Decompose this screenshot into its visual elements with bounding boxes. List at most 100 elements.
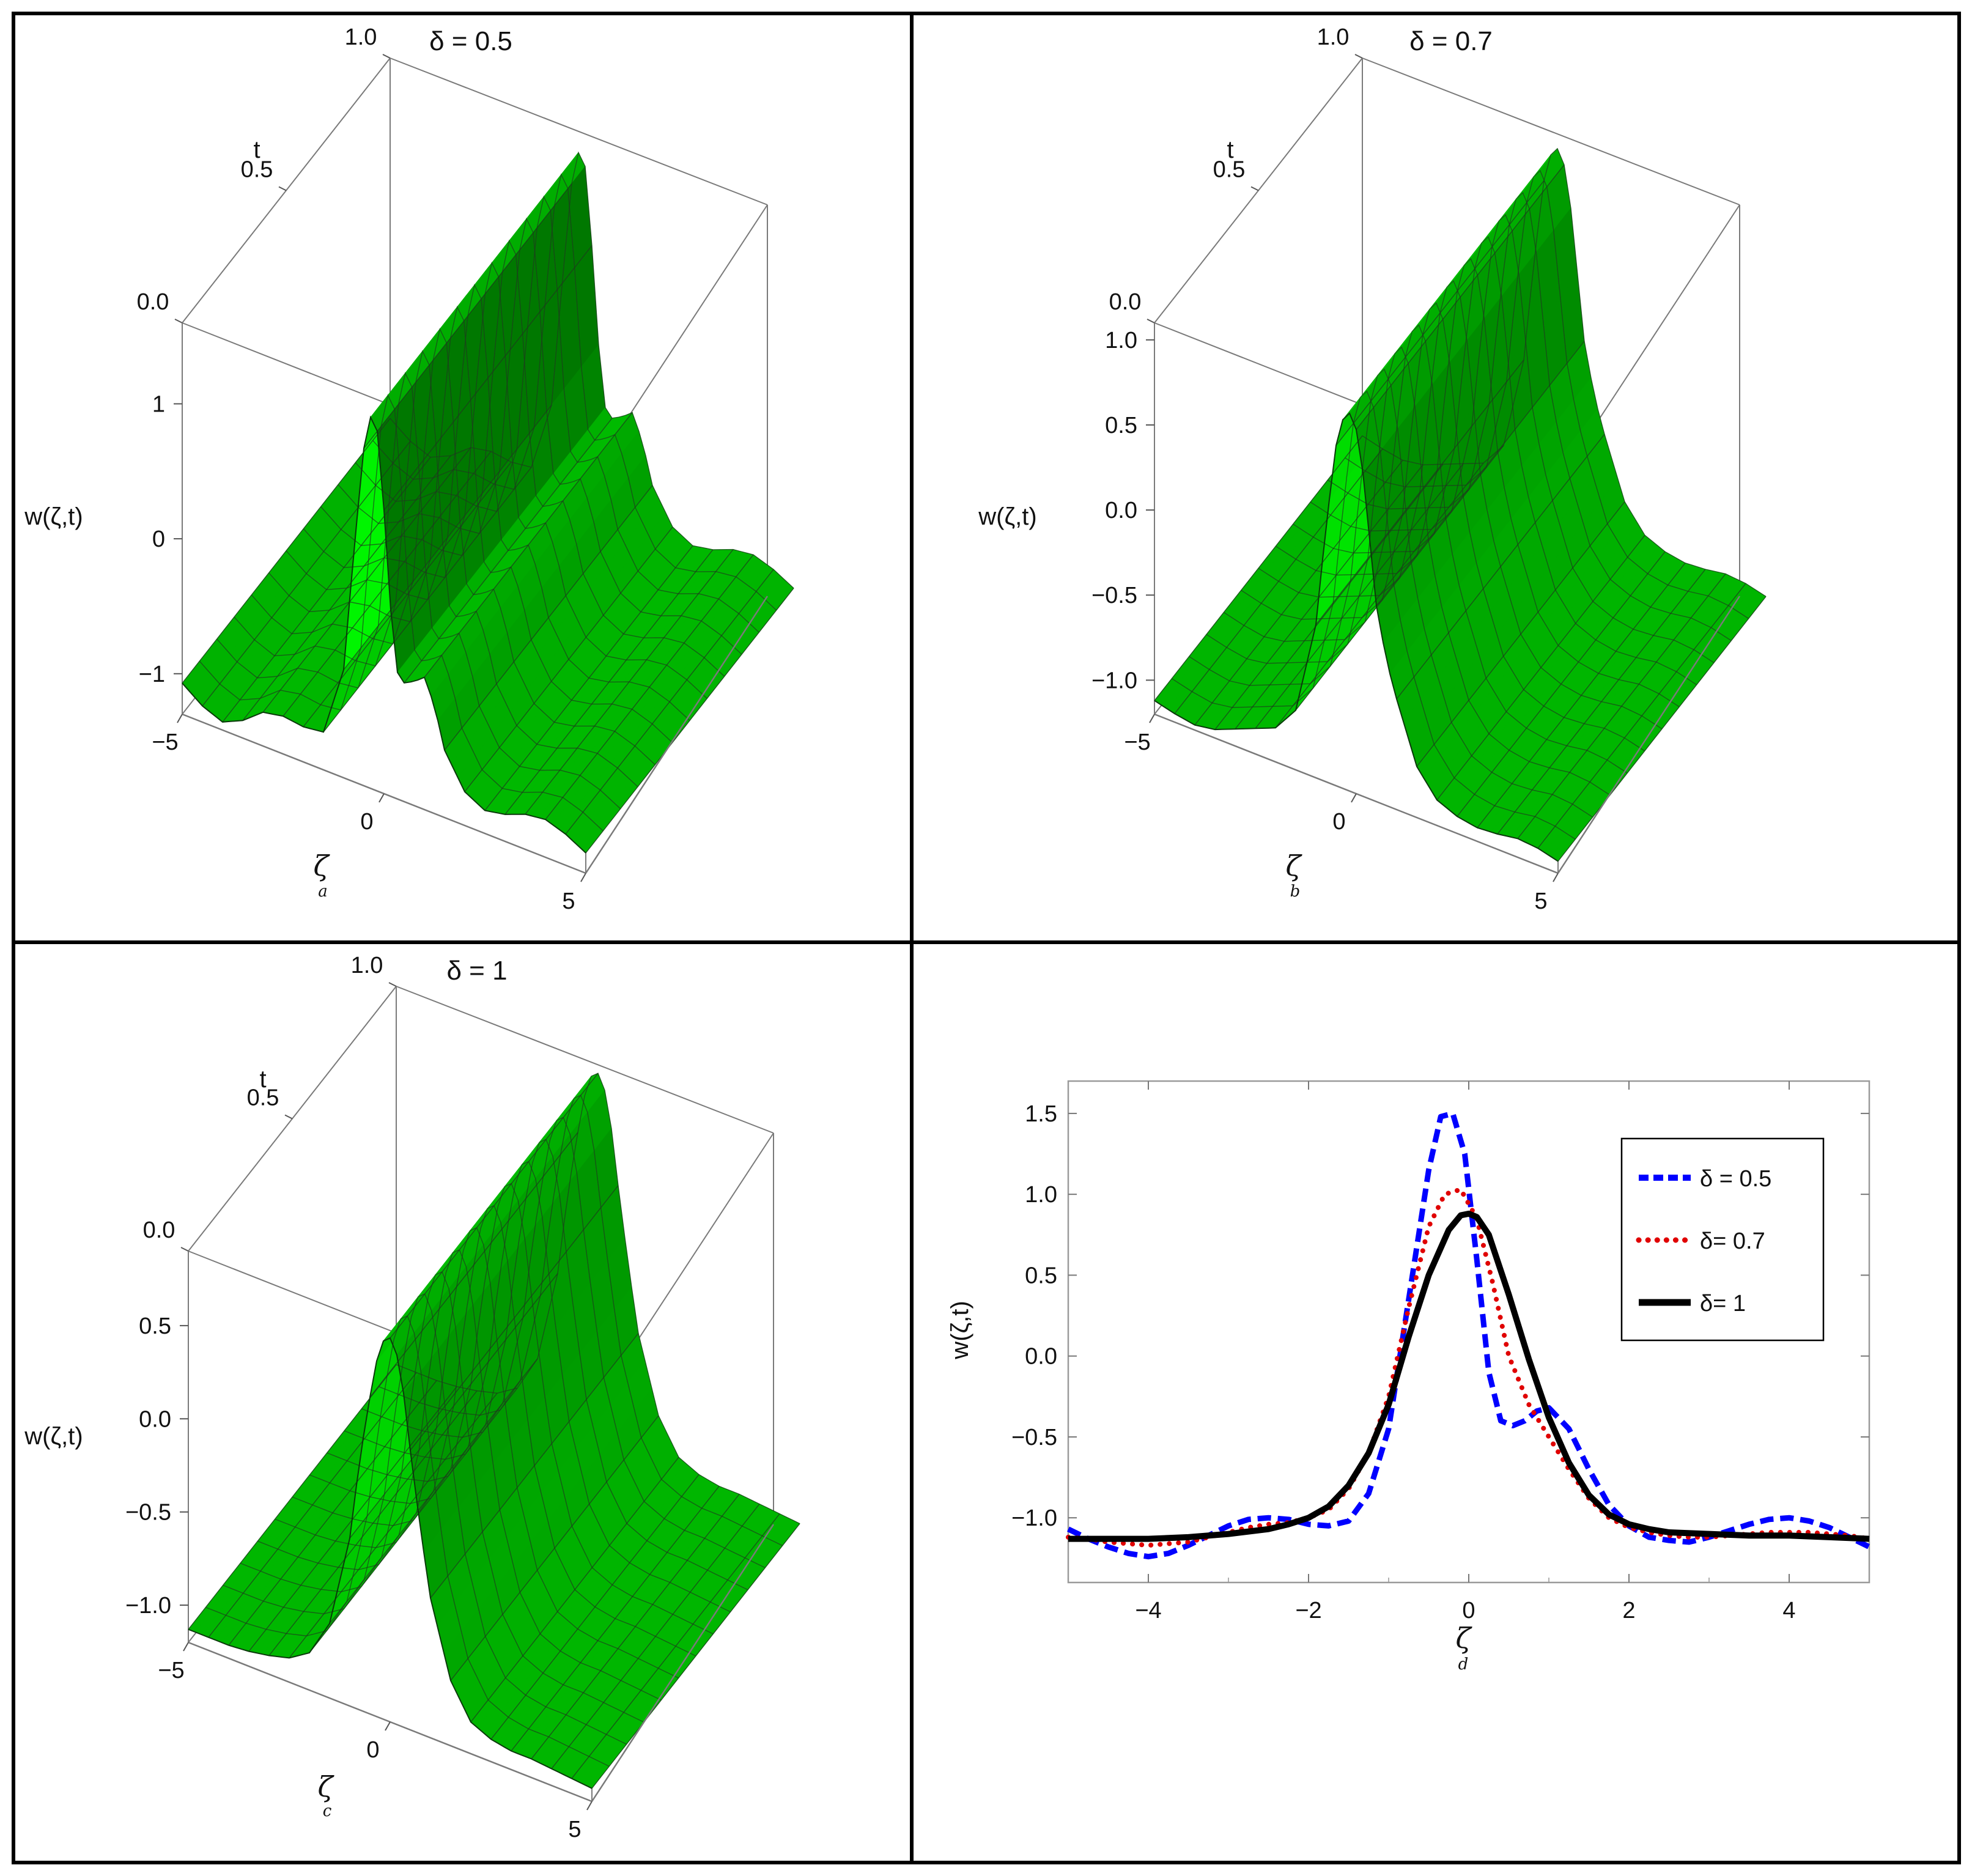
t-tick-label: 1.0 <box>351 953 383 978</box>
w-tick-label: 0.5 <box>139 1313 171 1339</box>
t-tick <box>1147 319 1155 323</box>
w-tick-label: −1 <box>139 662 165 687</box>
mesh-line <box>327 1161 731 1612</box>
box-edge <box>585 596 769 874</box>
panel-caption: b <box>1290 882 1301 901</box>
panel-title: δ = 0.5 <box>429 26 512 56</box>
zeta-tick-label: 5 <box>1534 888 1547 914</box>
mesh-line <box>338 217 742 655</box>
mesh-line <box>216 372 621 810</box>
zeta-tick-label: 0 <box>366 1737 379 1763</box>
mesh-line <box>234 350 638 788</box>
zeta-tick-label: −5 <box>152 729 178 755</box>
t-tick-label: 0.5 <box>241 157 273 183</box>
mesh-line <box>303 261 707 699</box>
front-profile <box>1154 412 1559 862</box>
mesh-line <box>1171 390 1576 840</box>
w-tick-label: 0.0 <box>139 1406 171 1432</box>
y-tick-label: 1.0 <box>1025 1182 1057 1208</box>
mesh-line <box>355 195 759 633</box>
y-tick-label: 0.5 <box>1025 1263 1057 1288</box>
mesh-line <box>1241 302 1645 752</box>
t-axis-label: t <box>1227 136 1233 163</box>
y-tick-label: −0.5 <box>1011 1425 1057 1450</box>
zeta-axis-label: ζ <box>1286 849 1303 882</box>
zeta-tick-label: 0 <box>360 809 373 835</box>
y-tick-label: 0.0 <box>1025 1344 1057 1370</box>
t-tick-label: 0.5 <box>247 1085 279 1111</box>
mesh-line <box>361 1117 766 1568</box>
legend: δ = 0.5 δ= 0.7 δ= 1 <box>1620 1137 1825 1342</box>
mesh-line <box>268 305 673 744</box>
zeta-axis-label: ζ <box>314 849 331 882</box>
mesh-line <box>344 1139 748 1590</box>
mesh-line <box>292 1205 696 1656</box>
zeta-tick-label: 5 <box>562 888 575 914</box>
zeta-axis-label: ζ <box>318 1770 335 1803</box>
box-edge <box>390 57 768 205</box>
t-tick-label: 0.0 <box>137 289 169 315</box>
front-profile <box>182 415 586 854</box>
mesh-line <box>199 394 604 832</box>
zeta-tick <box>177 714 183 723</box>
panel-caption: d <box>1458 1655 1469 1674</box>
zeta-tick <box>1553 873 1559 882</box>
t-tick <box>1354 54 1363 59</box>
mesh-line <box>223 1293 627 1745</box>
legend-label-delta-1: δ= 1 <box>1700 1291 1746 1317</box>
mesh-line <box>257 1249 662 1701</box>
t-tick <box>174 319 183 323</box>
zeta-tick <box>1149 714 1155 723</box>
box-edge <box>1362 57 1740 205</box>
t-tick-label: 0.5 <box>1213 157 1246 183</box>
mesh-line <box>240 1271 644 1723</box>
zeta-tick <box>379 793 385 803</box>
zeta-tick-label: −5 <box>1124 729 1150 755</box>
w-tick-label: −1.0 <box>1091 668 1137 693</box>
t-tick-label: 1.0 <box>1317 24 1350 50</box>
mesh-line <box>372 173 777 611</box>
zeta-tick <box>580 873 586 882</box>
mesh-line <box>275 1227 679 1678</box>
x-tick-label: 0 <box>1462 1598 1475 1623</box>
mesh-line <box>1345 169 1749 619</box>
zeta-tick-label: −5 <box>158 1658 184 1683</box>
mesh-line <box>379 1095 783 1546</box>
box-edge <box>1557 596 1741 874</box>
mesh-line <box>1223 324 1628 774</box>
t-tick-label: 0.0 <box>1109 289 1142 315</box>
t-tick <box>180 1247 189 1252</box>
w-axis-label: w(ζ,t) <box>24 503 83 530</box>
t-tick <box>1250 186 1259 191</box>
w-axis-label: w(ζ,t) <box>978 503 1036 530</box>
w-tick-label: 0.0 <box>1105 498 1137 523</box>
w-axis-label: w(ζ,t) <box>24 1423 83 1450</box>
panel-d: −4 −2 0 2 4 −1.0 −0.5 0.0 0.5 1.0 1.5 δ = 0.5 δ= 0… <box>947 1080 1872 1674</box>
x-tick-label: 2 <box>1622 1598 1635 1623</box>
figure-border <box>12 12 1961 1864</box>
legend-label-delta-0.5: δ = 0.5 <box>1700 1166 1771 1192</box>
box-edge <box>591 1524 775 1802</box>
panel-title: δ = 0.7 <box>1409 26 1493 56</box>
mesh-line <box>1275 258 1680 707</box>
mesh-line <box>1189 368 1593 818</box>
w-tick-label: −1.0 <box>125 1593 171 1619</box>
mesh-line <box>390 151 794 589</box>
w-tick-label: −0.5 <box>1091 583 1137 608</box>
y-tick-label: −1.0 <box>1011 1505 1057 1531</box>
mesh-line <box>396 1073 800 1524</box>
mesh-line <box>286 283 690 721</box>
zeta-tick <box>183 1642 189 1652</box>
t-tick <box>388 982 397 987</box>
zeta-tick <box>586 1801 593 1811</box>
zeta-tick-label: 5 <box>568 1817 581 1842</box>
mesh-line <box>1362 147 1767 597</box>
panel-caption: a <box>318 882 328 901</box>
mesh-line <box>1310 213 1715 663</box>
mesh-line <box>1293 236 1697 685</box>
t-tick <box>284 1114 293 1120</box>
mesh-line <box>309 1183 714 1634</box>
y-axis-label: w(ζ,t) <box>947 1301 973 1359</box>
zeta-tick <box>1351 793 1357 803</box>
